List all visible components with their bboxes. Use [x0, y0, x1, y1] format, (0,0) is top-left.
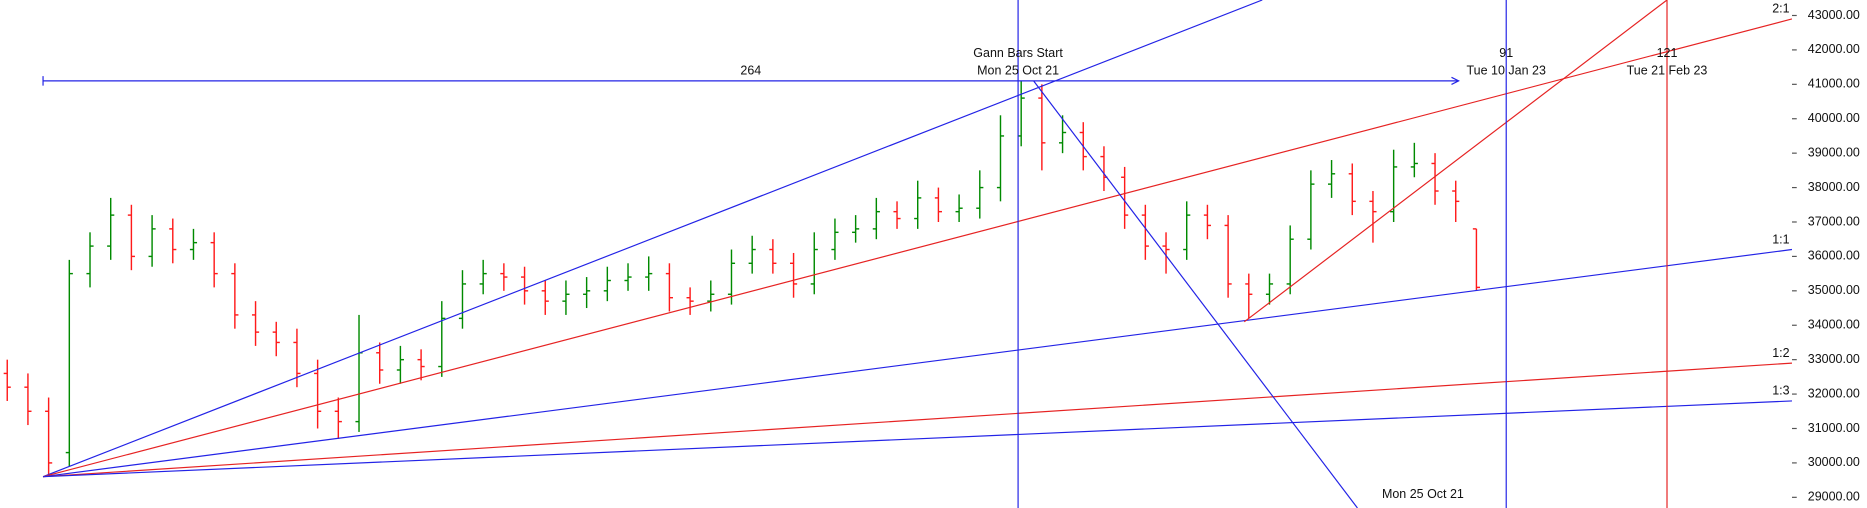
time-line-label: 121: [1657, 46, 1678, 60]
y-tick-label: 43000.00: [1808, 8, 1860, 22]
time-line-label: Gann Bars Start: [973, 46, 1063, 60]
y-tick-label: 35000.00: [1808, 283, 1860, 297]
gann-line: [43, 400, 1792, 478]
y-tick-label: 38000.00: [1808, 180, 1860, 194]
gann-line: [43, 362, 1792, 478]
y-tick-label: 41000.00: [1808, 77, 1860, 91]
gann-line: [42, 248, 1792, 478]
y-tick-label: 30000.00: [1808, 455, 1860, 469]
gann-line: [1033, 80, 1358, 508]
y-tick-label: 42000.00: [1808, 42, 1860, 56]
gann-line: [42, 0, 1263, 478]
time-line-date: Tue 21 Feb 23: [1627, 64, 1708, 78]
time-line-label: 91: [1499, 46, 1513, 60]
gann-line-label: 1:1: [1772, 232, 1789, 246]
y-tick-label: 32000.00: [1808, 386, 1860, 400]
gann-line: [42, 18, 1792, 478]
gann-line-label: Mon 25 Oct 21: [1382, 487, 1464, 501]
arrow-head: [1451, 76, 1460, 85]
y-tick-label: 40000.00: [1808, 111, 1860, 125]
y-tick-label: 39000.00: [1808, 145, 1860, 159]
gann-line-label: 2:1: [1772, 2, 1789, 16]
plot-area: [3, 0, 1792, 508]
y-tick-label: 29000.00: [1808, 490, 1860, 504]
y-tick-label: 34000.00: [1808, 318, 1860, 332]
gann-line-label: 1:3: [1772, 384, 1789, 398]
time-line-date: Tue 10 Jan 23: [1467, 64, 1546, 78]
gann-line: [1243, 0, 1668, 323]
count-label: 264: [740, 64, 761, 78]
gann-line-label: 1:2: [1772, 346, 1789, 360]
y-tick-label: 37000.00: [1808, 214, 1860, 228]
y-tick-label: 31000.00: [1808, 421, 1860, 435]
y-tick-label: 36000.00: [1808, 249, 1860, 263]
y-tick-label: 33000.00: [1808, 352, 1860, 366]
time-line-date: Mon 25 Oct 21: [977, 64, 1059, 78]
